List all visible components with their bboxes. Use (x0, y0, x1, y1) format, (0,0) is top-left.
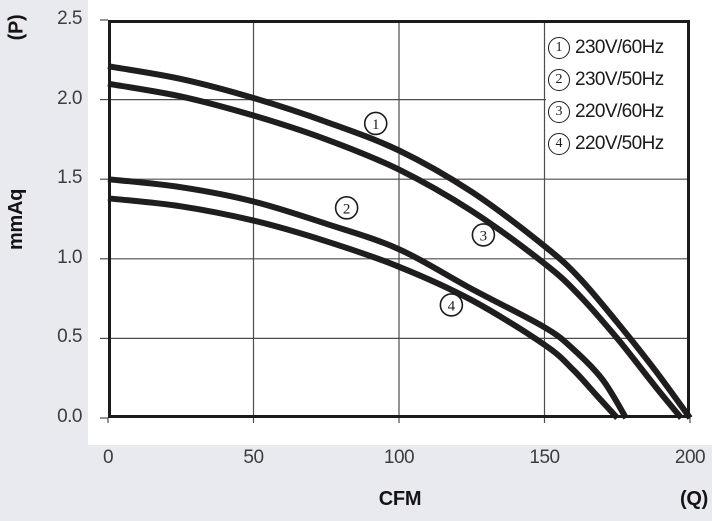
legend-circle-2-icon: 2 (548, 69, 570, 91)
curve-marker-label-3: 3 (480, 228, 488, 244)
x-tick-label: 150 (529, 447, 560, 468)
y-tick-label: 1.0 (57, 246, 82, 268)
legend-row-1: 1 230V/60Hz (546, 32, 687, 64)
legend-row-2: 2 230V/50Hz (546, 64, 687, 96)
curve-marker-label-4: 4 (448, 298, 456, 314)
legend-label-4: 220V/50Hz (575, 133, 664, 154)
plot-border (108, 20, 690, 418)
curve-marker-label-2: 2 (343, 201, 351, 217)
legend-circle-4-icon: 4 (548, 133, 570, 155)
x-tick-label: 100 (383, 447, 415, 468)
legend-row-4: 4 220V/50Hz (546, 128, 687, 160)
curve-marker-label-1: 1 (372, 117, 380, 133)
curve-marker-3-icon (471, 223, 496, 247)
curve-230v-50hz (107, 176, 629, 420)
curve-220v-60hz (107, 80, 684, 420)
y-axis-title: mmAq (5, 188, 28, 250)
y-tick-label: 1.5 (57, 167, 82, 189)
curve-marker-2-icon (334, 196, 359, 220)
legend-circle-3-icon: 3 (548, 101, 570, 123)
legend-circle-1-icon: 1 (548, 37, 570, 59)
curve-230v-60hz (107, 63, 693, 420)
x-tick-label: 0 (102, 447, 114, 468)
legend-label-1: 230V/60Hz (575, 37, 664, 58)
y-tick-label: 2.5 (57, 8, 82, 29)
y-tick-label: 0.5 (57, 326, 82, 348)
legend-row-3: 3 220V/60Hz (546, 96, 687, 128)
y-tick-label: 0.0 (57, 406, 82, 427)
x-axis-unit-symbol: (Q) (680, 488, 708, 510)
x-tick-label: 200 (674, 447, 706, 468)
curve-marker-1-icon (363, 111, 388, 136)
legend-label-2: 230V/50Hz (575, 69, 664, 90)
legend-label-3: 220V/60Hz (575, 101, 664, 122)
x-axis-title: CFM (378, 488, 422, 510)
curve-marker-4-icon (439, 293, 464, 317)
plot-area: 1 2 3 4 1 230V/60Hz 2 230V/50Hz 3 220V/60Hz… (100, 19, 693, 423)
legend: 1 230V/60Hz 2 230V/50Hz 3 220V/60Hz 4 22… (546, 23, 687, 178)
y-tick-label: 2.0 (57, 87, 82, 109)
x-tick-label: 50 (243, 447, 264, 468)
curve-220v-50hz (107, 195, 620, 421)
